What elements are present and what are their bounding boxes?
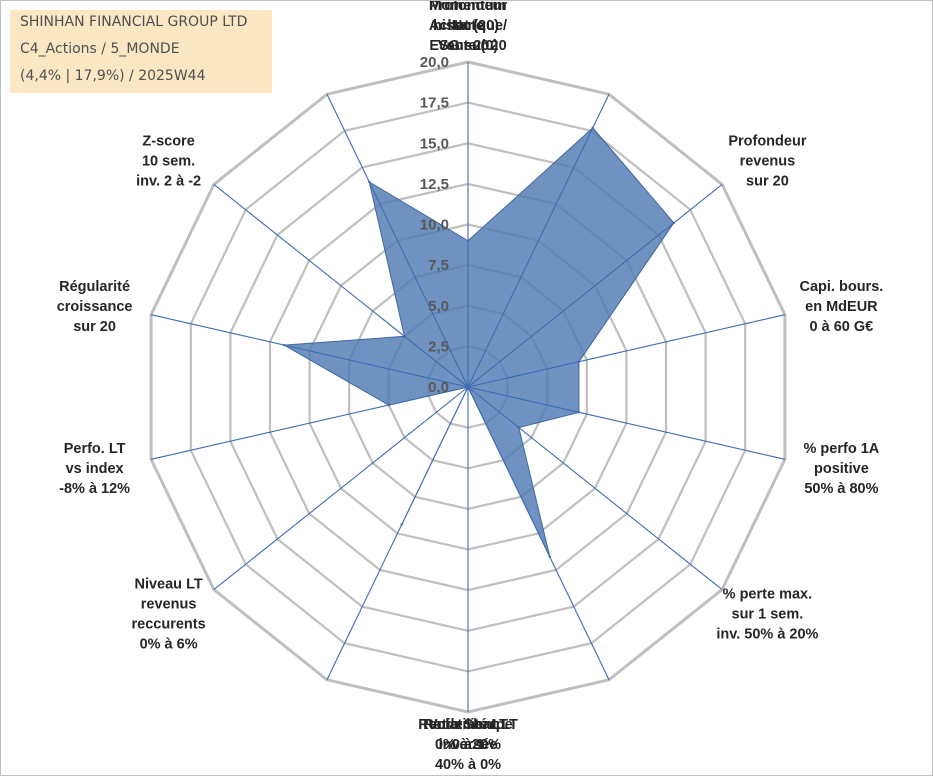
axis-label: Ratio Sharpe 0 à 1: [423, 717, 512, 753]
axis-spoke: [326, 386, 469, 681]
axis-spoke: [467, 314, 786, 388]
axis-label-line: sur 20: [447, 38, 490, 54]
axis-label: Profondeur revenus sur 20: [728, 134, 806, 190]
axis-spoke: [150, 386, 469, 460]
axis-spoke: [467, 386, 723, 591]
series-area: [282, 127, 675, 558]
radial-tick-label: 10,0: [420, 217, 449, 234]
axis-label-line: sur 20: [73, 319, 116, 335]
axis-label-line: Ratio Sharpe: [423, 717, 512, 733]
radar-series: [282, 126, 675, 558]
axis-label-line: croissance: [57, 299, 133, 315]
axis-label-line: Note: [452, 18, 484, 34]
axis-label-line: % perfo 1A: [804, 441, 880, 457]
axis-label: Z-score 10 sem. inv. 2 à -2: [136, 134, 201, 190]
radial-tick-label: 5,0: [428, 298, 449, 315]
axis-label-line: sur 1 sem.: [732, 606, 804, 622]
axis-label-line: 0 à 1: [452, 737, 484, 753]
axis-spoke: [467, 386, 786, 460]
axis-label: Note ESG sur 20: [429, 18, 506, 54]
axis-label-line: revenus: [740, 154, 796, 170]
axis-label: % perte max. sur 1 sem. inv. 50% à 20%: [716, 586, 818, 642]
axis-label-line: Achat (20) /: [429, 18, 507, 34]
radial-tick-label: 12,5: [420, 176, 449, 193]
axis-label: Capi. bours. en MdEUR 0 à 60 G€: [800, 279, 884, 335]
axis-label-line: 10 sem.: [142, 154, 195, 170]
axis-label-line: sur 20: [746, 174, 789, 190]
axis-label-line: Niveau LT: [134, 576, 202, 592]
axis-spoke: [467, 183, 723, 388]
axis-label-line: positive: [814, 461, 869, 477]
radar-axis-labels: Note ESG sur 20 Profondeur historique sur 20…: [57, 1, 884, 773]
axis-label: Rendement LT 0% à 20%: [418, 717, 518, 753]
portfolio-name: C4_Actions / 5_MONDE: [20, 41, 180, 57]
axis-spoke: [467, 93, 610, 388]
axis-label-line: inv. 2 à -2: [136, 174, 201, 190]
axis-label-line: Capi. bours.: [800, 279, 884, 295]
radial-tick-label: 17,5: [420, 95, 449, 112]
axis-label-line: Régularité: [59, 279, 130, 295]
axis-label-line: Z-score: [142, 134, 194, 150]
axis-label-line: inversée: [439, 737, 498, 753]
axis-spoke: [326, 93, 469, 388]
axis-label-line: % perte max.: [723, 586, 812, 602]
axis-label-line: ESG sur 20: [429, 38, 506, 54]
axis-label-line: en MdEUR: [805, 299, 878, 315]
axis-label-line: Perfo. LT: [64, 441, 126, 457]
radial-tick-label: 0,0: [428, 379, 449, 396]
axis-label: Profondeur historique sur 20: [429, 1, 507, 54]
axis-label-line: Profondeur: [728, 134, 806, 150]
axis-label-line: 0% à 6%: [140, 636, 198, 652]
axis-label-line: 0% à 20%: [435, 737, 501, 753]
axis-label: Régularité croissance sur 20: [57, 279, 133, 335]
axis-label-line: reccurents: [132, 616, 206, 632]
axis-label-line: 0 à 60 G€: [810, 319, 874, 335]
company-name: SHINHAN FINANCIAL GROUP LTD: [20, 14, 248, 30]
portfolio-info: (4,4% | 17,9%) / 2025W44: [20, 68, 206, 84]
radial-tick-label: 2,5: [428, 338, 449, 355]
axis-label-line: 50% à 80%: [804, 481, 878, 497]
radar-spokes: [150, 62, 786, 712]
axis-label-line: 40% à 0%: [435, 757, 501, 773]
radial-tick-label: 20,0: [420, 54, 449, 71]
axis-label-line: historique: [433, 18, 503, 34]
axis-spoke: [213, 183, 469, 388]
axis-spoke: [467, 386, 610, 681]
title-box: SHINHAN FINANCIAL GROUP LTD C4_Actions /…: [10, 10, 272, 93]
axis-label-line: Vente (0): [438, 38, 499, 54]
axis-spoke: [213, 386, 469, 591]
radial-tick-label: 7,5: [428, 257, 449, 274]
radar-tick-labels: 0,0 2,5 5,0 7,5 10,0 12,5 15,0 17,5 20,0: [420, 54, 449, 396]
axis-spoke: [150, 314, 469, 388]
axis-label: Niveau LT revenus reccurents 0% à 6%: [132, 576, 206, 652]
axis-label-line: Profondeur: [429, 1, 507, 14]
radial-tick-label: 15,0: [420, 135, 449, 152]
axis-label: Volatilité LT inversée 40% à 0%: [428, 717, 508, 773]
axis-label: Momentum Achat (20) / Vente (0): [429, 1, 507, 54]
axis-label-line: Momentum: [429, 1, 506, 14]
axis-label-line: inv. 50% à 20%: [716, 626, 818, 642]
axis-label: % perfo 1A positive 50% à 80%: [804, 441, 880, 497]
axis-label-line: revenus: [141, 596, 197, 612]
axis-label-line: Rendement LT: [418, 717, 518, 733]
axis-label: Perfo. LT vs index -8% à 12%: [59, 441, 130, 497]
axis-label-line: vs index: [66, 461, 124, 477]
axis-label-line: Volatilité LT: [428, 717, 508, 733]
axis-label-line: -8% à 12%: [59, 481, 130, 497]
